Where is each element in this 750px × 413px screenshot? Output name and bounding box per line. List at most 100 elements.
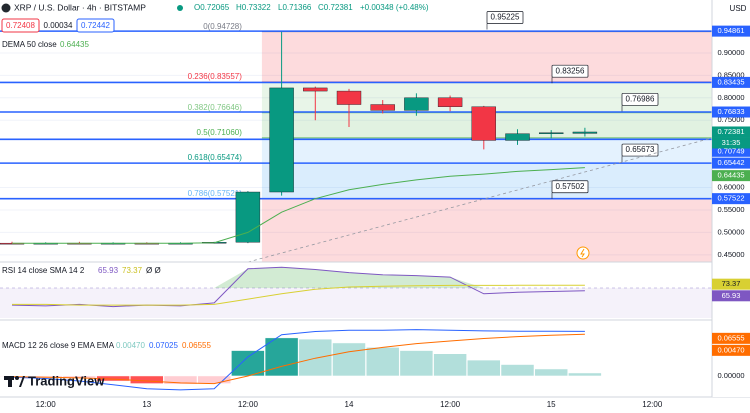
rsi-sma-value: 73.37 (122, 266, 143, 275)
macd-title: MACD 12 26 close 9 EMA EMA (2, 341, 115, 350)
candle-body (437, 97, 463, 107)
y-tick-label: 0.90000 (717, 48, 744, 57)
callout-label: 0.83256 (556, 66, 585, 75)
level-axis-label-bg (712, 193, 750, 205)
rsi-axis-label-bg (712, 290, 750, 302)
trend-line (247, 137, 713, 263)
alert-icon-bolt (580, 248, 585, 258)
data-layer (0, 31, 602, 391)
indicator-axis-label-bg (712, 170, 750, 182)
callout-box (486, 11, 524, 24)
indicator-line (12, 167, 585, 244)
logo-mark (19, 376, 25, 387)
macd-histogram-bar (534, 368, 568, 377)
y-tick-label: 0.80000 (717, 93, 744, 102)
ohlc-low: L0.71366 (278, 3, 312, 12)
axis-layer: 0.45000 0.50000 0.55000 0.60000 0.75000 0.800… (36, 25, 750, 409)
callout-box (621, 143, 659, 157)
candle-body (269, 87, 294, 193)
level-axis-label-bg (712, 25, 750, 37)
rsi-value: 65.93 (98, 266, 119, 275)
candle-body (572, 131, 598, 134)
y-tick-label: 0.60000 (717, 183, 744, 192)
drawing-layer: 0.95225 0.83256 0.76986 0.65673 0.57502 (0, 11, 712, 200)
macd-histogram-bar (231, 350, 265, 377)
macd-signal-value: 0.06555 (182, 341, 211, 350)
fib-label: 0.618(0.65474) (188, 153, 243, 162)
alert-icon[interactable] (576, 246, 590, 260)
macd-histogram-bar (568, 372, 602, 377)
x-tick-label: 12:00 (440, 400, 461, 409)
fib-label: 0.5(0.71060) (197, 128, 243, 137)
x-tick-label: 12:00 (238, 400, 259, 409)
macd-histogram-bar (467, 359, 501, 377)
macd-histogram-bar (130, 375, 164, 384)
callout-label: 0.65673 (626, 145, 655, 154)
level-axis-label: 0.94861 (717, 26, 744, 35)
level-axis-label-bg (712, 157, 750, 169)
macd-histogram-bar (332, 342, 366, 377)
logo-mark (15, 376, 19, 380)
y-tick-label: 0.55000 (717, 205, 744, 214)
fib-zone (261, 31, 712, 82)
macd-hist-value: 0.00470 (116, 341, 145, 350)
time-axis (0, 397, 750, 413)
callout-label: 0.76986 (626, 94, 655, 103)
candle-body (505, 133, 530, 141)
ohlc-change: +0.00348 (+0.48%) (360, 3, 429, 12)
fib-label: 0.236(0.83557) (188, 72, 243, 81)
countdown-label: 31:35 (722, 138, 741, 147)
rsi-title: RSI 14 close SMA 14 2 (2, 266, 85, 275)
x-tick-label: 12:00 (642, 400, 663, 409)
macd-histogram-bar (264, 337, 299, 377)
y-tick-label: 0.50000 (717, 227, 744, 236)
x-tick-label: 13 (142, 400, 151, 409)
level-axis-label-bg (712, 145, 750, 157)
ask-price: 0.72442 (81, 21, 110, 30)
price-axis-label-bg (712, 126, 750, 138)
candle-body (235, 191, 261, 243)
macd-line (11, 333, 585, 385)
currency: USD (730, 4, 747, 13)
candle-body (539, 132, 564, 134)
fib-label: 0.382(0.76646) (188, 103, 243, 112)
callout-box (551, 180, 589, 194)
rsi-line (12, 284, 585, 306)
sell-button[interactable] (1, 18, 40, 33)
symbol-icon (1, 3, 11, 13)
level-axis-label: 0.57522 (717, 194, 744, 203)
callout-label: 0.57502 (556, 182, 585, 191)
callout-box (551, 64, 589, 78)
callout-box (621, 92, 659, 106)
logo: TradingView (4, 373, 105, 388)
symbol: XRP / U.S. Dollar · 4h · BITSTAMP (14, 2, 146, 12)
rsi-line (11, 266, 585, 308)
buy-button[interactable] (76, 18, 115, 33)
fib-zone (261, 198, 712, 262)
rsi-extra: Ø Ø (146, 266, 161, 275)
candle-body (336, 90, 362, 105)
fib-label: 0(0.94728) (203, 22, 242, 31)
candle-body (404, 97, 429, 111)
macd-histogram-bar (500, 364, 535, 377)
x-tick-label: 12:00 (36, 400, 57, 409)
indicator-axis-label: 0.64435 (717, 171, 744, 180)
y-tick-label: 0.00000 (717, 371, 744, 380)
logo-text: TradingView (28, 373, 105, 388)
level-axis-label: 0.70749 (717, 146, 744, 155)
candle-body (471, 106, 496, 141)
rsi-band (0, 288, 712, 318)
macd-histogram-bar (433, 353, 467, 377)
level-axis-label: 0.83435 (717, 77, 744, 86)
fib-label: 0.786(0.57521) (188, 189, 243, 198)
macd-histogram-bar (399, 350, 434, 377)
y-tick-label: 0.85000 (717, 70, 744, 79)
market-status (177, 5, 183, 11)
y-tick-label: 0.75000 (717, 115, 744, 124)
x-tick-label: 14 (345, 400, 354, 409)
x-tick-label: 15 (547, 400, 556, 409)
y-tick-label: 0.45000 (717, 250, 744, 259)
rsi-sma-axis-label: 73.37 (722, 279, 741, 288)
macd-hist-axis-label-bg (712, 344, 750, 356)
